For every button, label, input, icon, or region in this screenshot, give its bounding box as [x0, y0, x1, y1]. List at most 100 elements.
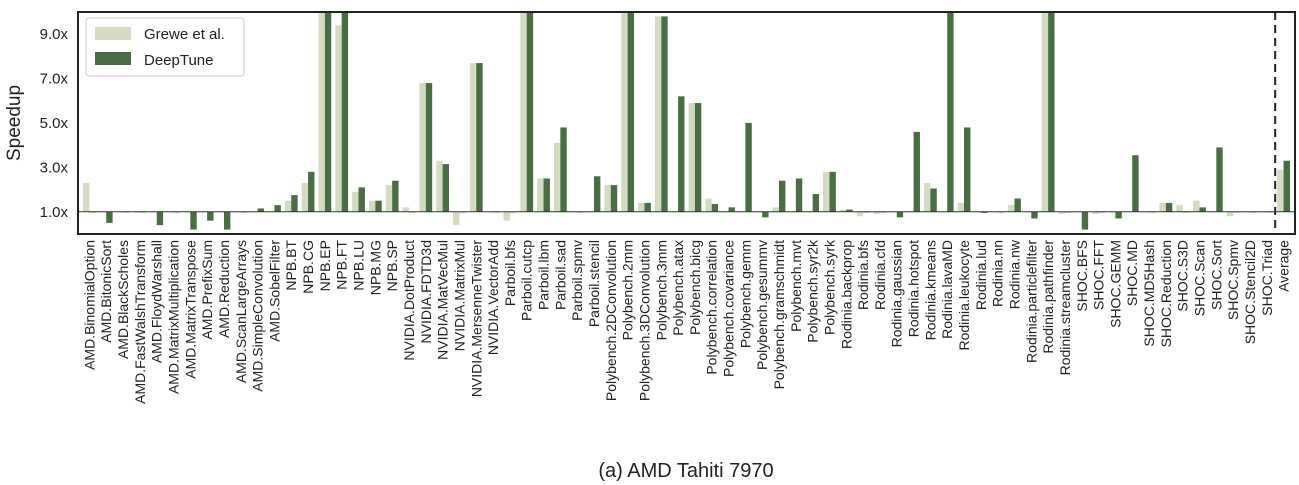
- y-tick-label: 1.0x: [40, 204, 69, 221]
- x-tick-label: Polybench.covariance: [721, 240, 737, 377]
- bar-deeptune-amd-bitonicsort: [106, 211, 113, 223]
- x-tick-label: SHOC.S3D: [1175, 240, 1191, 312]
- bar-deeptune-polybench-3mm: [661, 16, 668, 212]
- bar-deeptune-polybench-syrk: [829, 171, 836, 212]
- bar-deeptune-amd-reduction: [223, 211, 231, 230]
- bar-deeptune-amd-floydwarshall: [156, 211, 164, 226]
- x-tick-label: Polybench.syrk: [821, 239, 837, 335]
- bar-deeptune-shoc-bfs: [1081, 211, 1089, 230]
- bar-grewe-shoc-spmv: [1226, 211, 1234, 217]
- bar-grewe-polybench-2mm: [621, 12, 628, 212]
- bar-deeptune-rodinia-gaussian: [896, 211, 904, 218]
- bar-grewe-npb-sp: [385, 185, 393, 212]
- bar-grewe-average: [1277, 169, 1284, 212]
- bar-deeptune-amd-simpleconvolution: [257, 208, 264, 212]
- x-tick-label: Rodinia.nn: [990, 240, 1006, 307]
- bar-grewe-polybench-3mm: [654, 16, 662, 212]
- bar-grewe-rodinia-backprop: [839, 209, 847, 212]
- bar-deeptune-rodinia-lavamd: [947, 12, 954, 212]
- legend-label-grewe: Grewe et al.: [144, 26, 225, 43]
- x-tick-label: Parboil.bfs: [502, 240, 518, 306]
- bar-deeptune-nvidia-matvecmul: [442, 164, 450, 212]
- x-tick-label: Polybench.gemm: [737, 240, 753, 348]
- bar-deeptune-rodinia-particlefilter: [1031, 211, 1038, 219]
- bar-grewe-nvidia-dotproduct: [402, 207, 409, 212]
- x-tick-label: NPB.LU: [351, 240, 367, 291]
- x-tick-label: Rodinia.hotspot: [906, 240, 922, 337]
- x-tick-label: NVIDIA.FDTD3d: [418, 240, 434, 343]
- x-tick-label: AMD.BlackScholes: [115, 240, 131, 359]
- x-tick-label: AMD.SobelFilter: [266, 240, 282, 342]
- bar-deeptune-rodinia-leukocyte: [964, 127, 971, 212]
- x-tick-label: SHOC.GEMM: [1107, 240, 1123, 328]
- bar-deeptune-polybench-2dconvolution: [610, 185, 618, 212]
- bar-grewe-npb-bt: [284, 200, 292, 212]
- x-tick-label: Rodinia.cfd: [872, 240, 888, 310]
- bar-deeptune-rodinia-pathfinder: [1048, 12, 1055, 212]
- x-tick-label: Rodinia.bfs: [855, 240, 871, 310]
- x-tick-label: Rodinia.particlefilter: [1023, 240, 1039, 363]
- bar-grewe-npb-cg: [301, 182, 309, 212]
- bar-deeptune-shoc-gemm: [1115, 211, 1122, 219]
- bar-deeptune-amd-matrixtranspose: [190, 211, 197, 230]
- x-tick-label: NVIDIA.MersenneTwister: [468, 240, 484, 397]
- bar-deeptune-average: [1283, 160, 1290, 212]
- x-tick-label: AMD.FloydWarshall: [149, 240, 165, 363]
- x-tick-label: Parboil.cutcp: [519, 240, 535, 321]
- x-tick-label: Rodinia.lavaMD: [939, 240, 955, 339]
- x-tick-label: SHOC.Spmv: [1225, 240, 1241, 320]
- x-tick-label: Parboil.stencil: [586, 240, 602, 327]
- x-tick-label: NPB.FT: [334, 240, 350, 290]
- x-tick-label: SHOC.BFS: [1074, 240, 1090, 312]
- bar-deeptune-amd-prefixsum: [207, 211, 214, 221]
- bar-grewe-parboil-sad: [553, 142, 561, 212]
- x-tick-label: Polybench.atax: [670, 240, 686, 336]
- y-tick-label: 5.0x: [40, 115, 69, 132]
- x-tick-label: Rodinia.backprop: [838, 240, 854, 349]
- bar-grewe-nvidia-matrixmul: [453, 211, 460, 226]
- bar-grewe-parboil-bfs: [503, 211, 510, 221]
- bar-grewe-rodinia-leukocyte: [957, 202, 965, 212]
- x-tick-label: SHOC.Triad: [1259, 240, 1275, 316]
- series-grewe-bars: [83, 12, 1284, 226]
- x-tick-label: SHOC.Stencil2D: [1242, 240, 1258, 344]
- bar-deeptune-polybench-mvt: [795, 178, 803, 212]
- x-tick-label: NPB.EP: [317, 240, 333, 291]
- bar-grewe-shoc-scan: [1193, 200, 1200, 212]
- x-tick-label: NPB.SP: [384, 240, 400, 291]
- x-tick-label: Rodinia.streamcluster: [1057, 240, 1073, 376]
- x-tick-label: Parboil.spmv: [569, 240, 585, 321]
- y-tick-label: 3.0x: [40, 159, 69, 176]
- bar-grewe-amd-binomialoption: [83, 182, 90, 212]
- bar-grewe-parboil-cutcp: [520, 12, 527, 212]
- bar-grewe-npb-lu: [352, 191, 359, 212]
- x-tick-label: Polybench.3DConvolution: [636, 240, 652, 401]
- x-tick-label: Rodinia.kmeans: [922, 240, 938, 340]
- x-tick-label: AMD.SimpleConvolution: [250, 240, 266, 392]
- bar-deeptune-npb-cg: [308, 171, 315, 212]
- x-tick-label: SHOC.MD: [1124, 240, 1140, 306]
- x-tick-label: Polybench.syr2k: [805, 239, 821, 343]
- legend-swatch-grewe: [95, 27, 131, 40]
- x-tick-label: NVIDIA.VectorAdd: [485, 240, 501, 355]
- bar-grewe-rodinia-streamcluster: [1058, 211, 1065, 215]
- x-tick-label: SHOC.Scan: [1191, 240, 1207, 316]
- bar-deeptune-rodinia-backprop: [846, 209, 853, 212]
- bar-deeptune-shoc-scan: [1199, 207, 1206, 212]
- bar-grewe-rodinia-bfs: [856, 211, 864, 217]
- bar-grewe-polybench-correlation: [705, 198, 712, 212]
- bar-grewe-npb-mg: [368, 200, 376, 212]
- x-tick-label: AMD.PrefixSum: [199, 240, 215, 340]
- bar-deeptune-shoc-sort: [1216, 147, 1223, 212]
- legend: Grewe et al. DeepTune: [85, 17, 245, 77]
- bar-grewe-rodinia-kmeans: [923, 182, 931, 212]
- bar-deeptune-npb-sp: [392, 180, 399, 212]
- x-tick-label: Polybench.gramschmidt: [771, 240, 787, 390]
- bar-deeptune-shoc-md: [1132, 155, 1139, 212]
- x-axis-ticks: AMD.BinomialOption AMD.BitonicSort AMD.Bla…: [81, 239, 1291, 404]
- x-tick-label: SHOC.Reduction: [1158, 240, 1174, 347]
- bar-deeptune-npb-mg: [375, 200, 382, 212]
- bar-deeptune-amd-sobelfilter: [274, 205, 281, 212]
- bar-deeptune-polybench-atax: [678, 96, 685, 212]
